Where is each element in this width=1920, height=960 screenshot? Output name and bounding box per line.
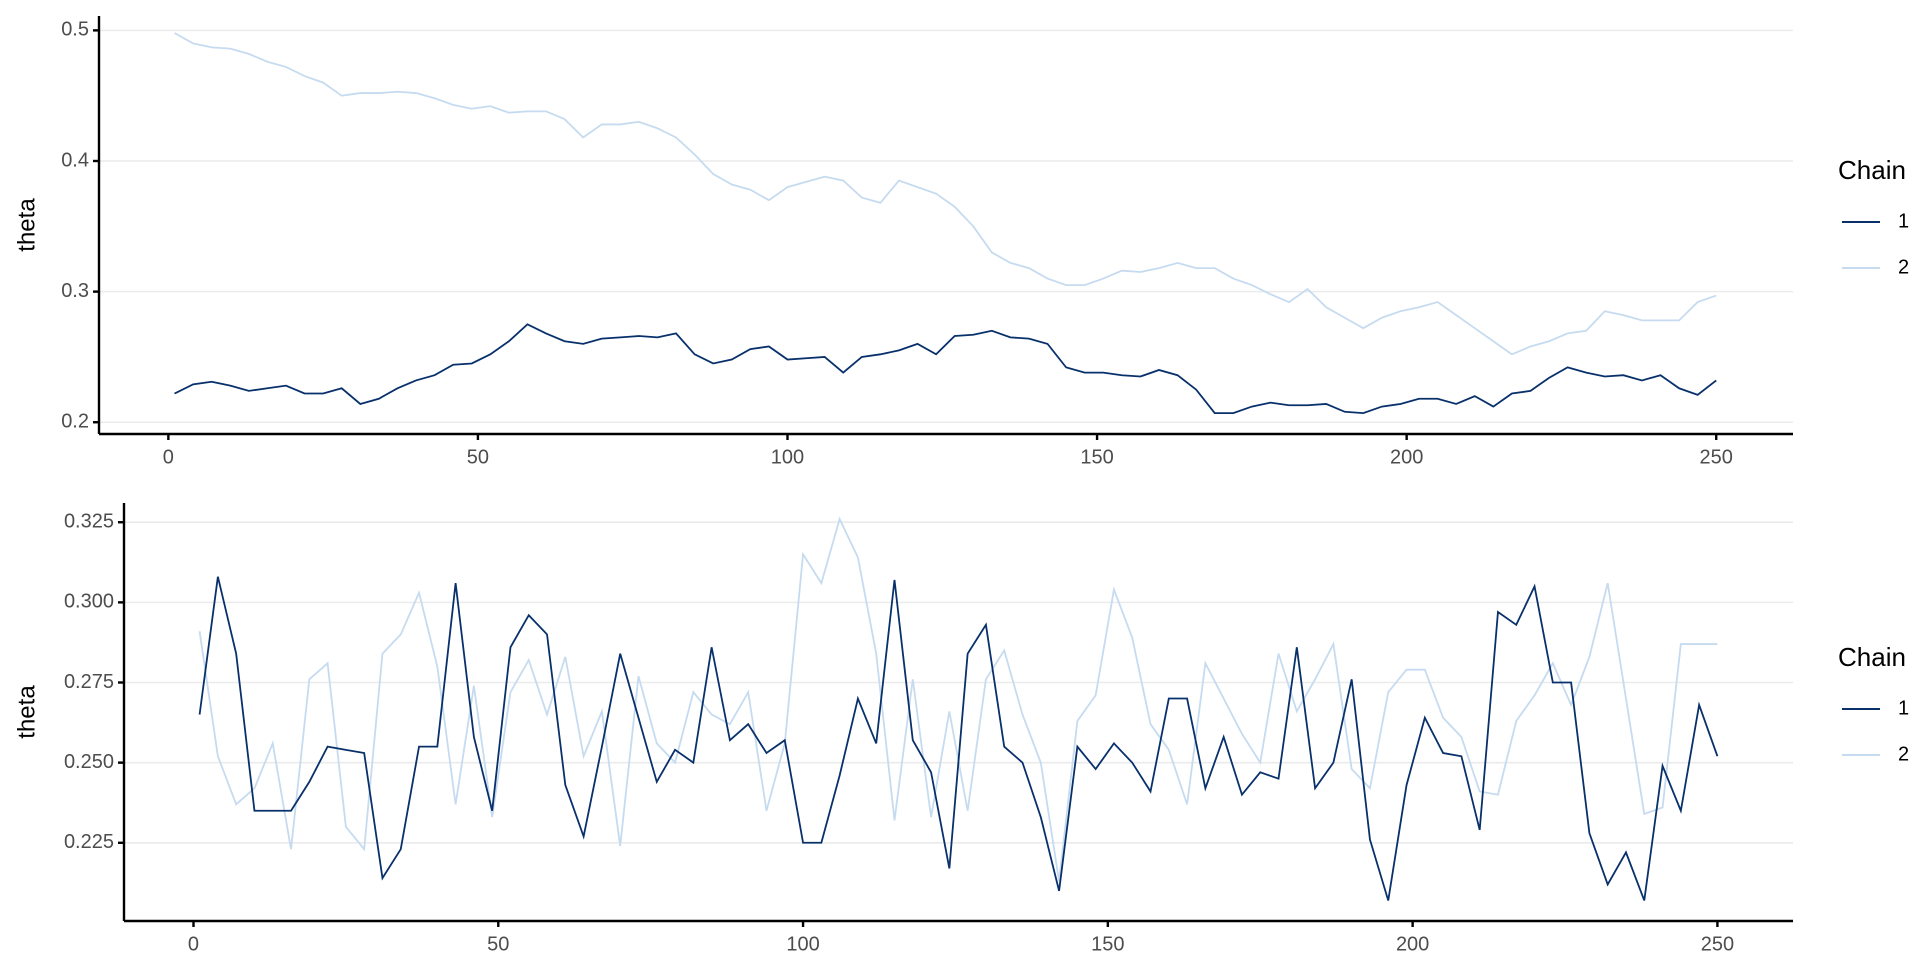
legend-label: 1	[1898, 697, 1909, 719]
y-tick-label: 0.5	[61, 19, 89, 41]
y-tick-label: 0.250	[64, 751, 114, 773]
legend-label: 2	[1898, 743, 1909, 765]
y-tick-label: 0.300	[64, 591, 114, 613]
y-tick-label: 0.2	[61, 411, 89, 433]
series-line	[174, 32, 1717, 356]
series-line	[174, 323, 1717, 415]
legend-label: 2	[1898, 256, 1909, 278]
x-tick-label: 200	[1390, 446, 1423, 468]
x-tick-label: 0	[163, 446, 174, 468]
series-line	[198, 576, 1719, 901]
x-tick-label: 250	[1700, 446, 1733, 468]
x-tick-label: 100	[771, 446, 804, 468]
legend-title: Chain	[1838, 642, 1906, 672]
legend-label: 1	[1898, 210, 1909, 232]
y-axis-title: theta	[13, 685, 40, 739]
y-tick-label: 0.3	[61, 280, 89, 302]
x-tick-label: 50	[467, 446, 489, 468]
x-tick-label: 150	[1080, 446, 1113, 468]
x-tick-label: 200	[1396, 933, 1429, 955]
y-tick-label: 0.325	[64, 511, 114, 533]
x-tick-label: 50	[487, 933, 509, 955]
y-tick-label: 0.4	[61, 149, 89, 171]
x-tick-label: 100	[786, 933, 819, 955]
y-tick-label: 0.275	[64, 671, 114, 693]
x-tick-label: 250	[1701, 933, 1734, 955]
y-tick-label: 0.225	[64, 831, 114, 853]
legend-title: Chain	[1838, 155, 1906, 185]
y-axis-title: theta	[13, 198, 40, 252]
x-tick-label: 0	[188, 933, 199, 955]
x-tick-label: 150	[1091, 933, 1124, 955]
